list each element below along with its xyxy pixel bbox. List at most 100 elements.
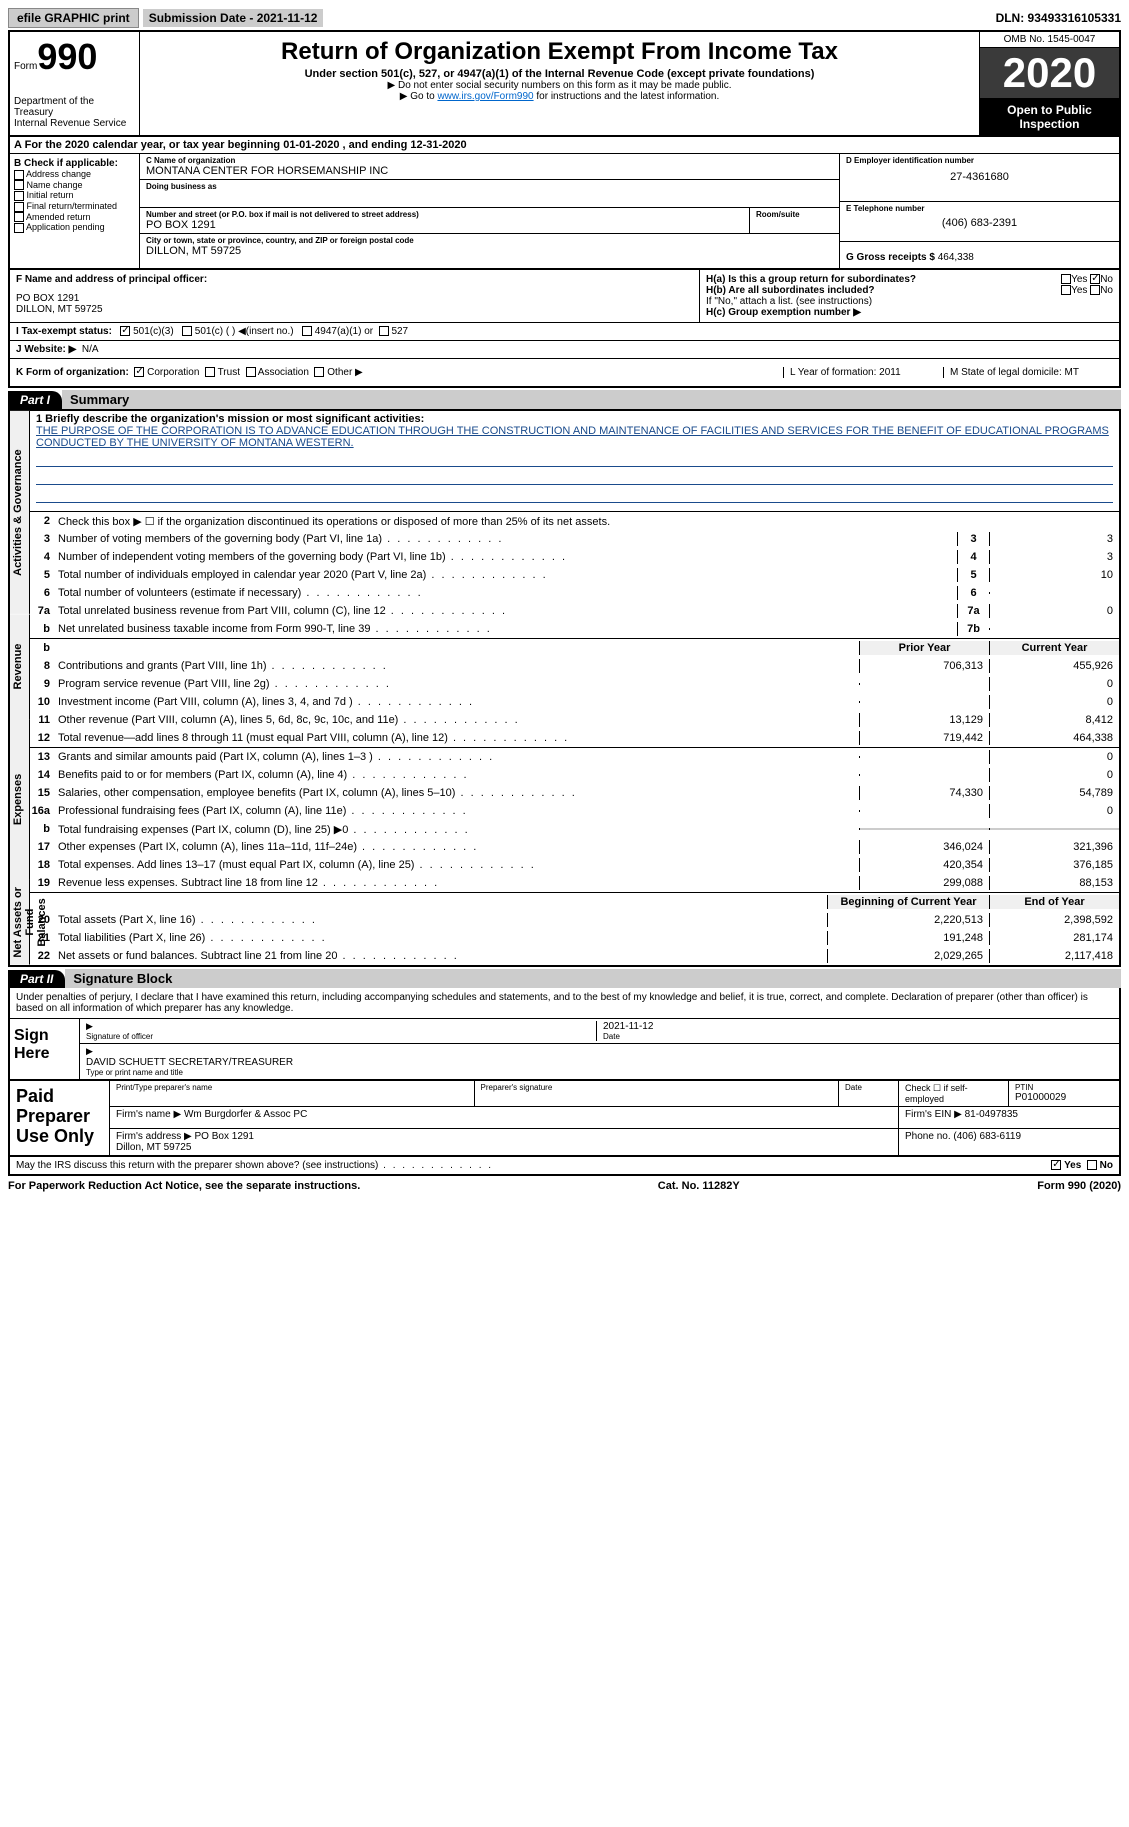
summary-line-15: 15Salaries, other compensation, employee… xyxy=(30,784,1119,802)
telephone: (406) 683-2391 xyxy=(846,217,1113,229)
form-title: Return of Organization Exempt From Incom… xyxy=(148,38,971,66)
summary-line-7a: 7aTotal unrelated business revenue from … xyxy=(30,602,1119,620)
gross-receipts-cell: G Gross receipts $ 464,338 xyxy=(840,242,1119,268)
part2-title: Signature Block xyxy=(65,969,1121,988)
summary-line-8: 8Contributions and grants (Part VIII, li… xyxy=(30,657,1119,675)
cb-name-change[interactable]: Name change xyxy=(14,180,135,191)
cb-501c3[interactable] xyxy=(120,326,130,336)
row-j-website: J Website: ▶ N/A xyxy=(8,341,1121,359)
summary-line-11: 11Other revenue (Part VIII, column (A), … xyxy=(30,711,1119,729)
form-number: 990 xyxy=(37,36,97,77)
part2-header: Part II Signature Block xyxy=(8,969,1121,988)
col-b-label: B Check if applicable: xyxy=(14,158,135,169)
part1-header: Part I Summary xyxy=(8,390,1121,409)
org-name-cell: C Name of organization MONTANA CENTER FO… xyxy=(140,154,839,180)
header-right: OMB No. 1545-0047 2020 Open to Public In… xyxy=(979,32,1119,135)
vtab-net-assets: Net Assets or Fund Balances xyxy=(10,880,30,965)
may-irs-discuss: May the IRS discuss this return with the… xyxy=(8,1157,1121,1176)
note-link: ▶ Go to www.irs.gov/Form990 for instruct… xyxy=(148,91,971,102)
dln: DLN: 93493316105331 xyxy=(996,11,1121,25)
summary-line-12: 12Total revenue—add lines 8 through 11 (… xyxy=(30,729,1119,747)
page-footer: For Paperwork Reduction Act Notice, see … xyxy=(8,1176,1121,1196)
summary-box: Activities & Governance Revenue Expenses… xyxy=(8,409,1121,967)
sig-date: 2021-11-12 Date xyxy=(596,1021,1113,1041)
vtab-governance: Activities & Governance xyxy=(10,411,30,614)
summary-line-b: bTotal fundraising expenses (Part IX, co… xyxy=(30,820,1119,838)
col-b-checkboxes: B Check if applicable: Address change Na… xyxy=(10,154,140,268)
street-address: PO BOX 1291 xyxy=(146,219,743,231)
city-state-zip: DILLON, MT 59725 xyxy=(146,245,833,257)
group-return: H(a) Is this a group return for subordin… xyxy=(699,270,1119,322)
cb-address-change[interactable]: Address change xyxy=(14,169,135,180)
phone-cell: E Telephone number (406) 683-2391 xyxy=(840,202,1119,242)
efile-button[interactable]: efile GRAPHIC print xyxy=(8,8,139,28)
ha-no-checkbox[interactable] xyxy=(1090,274,1100,284)
may-irs-yes[interactable] xyxy=(1051,1160,1061,1170)
summary-line-18: 18Total expenses. Add lines 13–17 (must … xyxy=(30,856,1119,874)
col-de: D Employer identification number 27-4361… xyxy=(839,154,1119,268)
vtab-revenue: Revenue xyxy=(10,614,30,719)
summary-line-6: 6Total number of volunteers (estimate if… xyxy=(30,584,1119,602)
form-ref: Form 990 (2020) xyxy=(1037,1180,1121,1192)
tax-year: 2020 xyxy=(980,48,1119,99)
paid-preparer-label: Paid Preparer Use Only xyxy=(10,1081,110,1155)
paid-preparer-box: Paid Preparer Use Only Print/Type prepar… xyxy=(8,1081,1121,1157)
submission-date: Submission Date - 2021-11-12 xyxy=(143,9,324,27)
part1-tab: Part I xyxy=(8,391,62,409)
part2-tab: Part II xyxy=(8,970,65,988)
cb-corporation[interactable] xyxy=(134,367,144,377)
principal-officer: F Name and address of principal officer:… xyxy=(10,270,699,322)
summary-line-5: 5Total number of individuals employed in… xyxy=(30,566,1119,584)
mission-text: THE PURPOSE OF THE CORPORATION IS TO ADV… xyxy=(36,425,1113,449)
officer-sig-line: Signature of officer xyxy=(86,1021,596,1041)
governance-rows: 2Check this box ▶ ☐ if the organization … xyxy=(30,512,1119,639)
revenue-rows: 8Contributions and grants (Part VIII, li… xyxy=(30,657,1119,748)
website: N/A xyxy=(82,344,99,355)
mission-block: 1 Briefly describe the organization's mi… xyxy=(30,411,1119,512)
form-header: Form990 Department of the Treasury Inter… xyxy=(8,30,1121,137)
summary-line-3: 3Number of voting members of the governi… xyxy=(30,530,1119,548)
dba-cell: Doing business as xyxy=(140,180,839,208)
omb-number: OMB No. 1545-0047 xyxy=(980,32,1119,48)
year-formation: L Year of formation: 2011 xyxy=(783,367,943,378)
cb-amended-return[interactable]: Amended return xyxy=(14,212,135,223)
part1-title: Summary xyxy=(62,390,1121,409)
summary-line-7b: bNet unrelated business taxable income f… xyxy=(30,620,1119,638)
summary-line-16a: 16aProfessional fundraising fees (Part I… xyxy=(30,802,1119,820)
cb-application-pending[interactable]: Application pending xyxy=(14,222,135,233)
ein-cell: D Employer identification number 27-4361… xyxy=(840,154,1119,202)
cb-initial-return[interactable]: Initial return xyxy=(14,190,135,201)
dept-label: Department of the Treasury Internal Reve… xyxy=(14,96,135,129)
expense-rows: 13Grants and similar amounts paid (Part … xyxy=(30,748,1119,893)
ptin: P01000029 xyxy=(1015,1092,1113,1103)
summary-line-21: 21Total liabilities (Part X, line 26)191… xyxy=(30,929,1119,947)
row-fgh: F Name and address of principal officer:… xyxy=(8,270,1121,323)
street-cell: Number and street (or P.O. box if mail i… xyxy=(140,208,749,234)
summary-line-13: 13Grants and similar amounts paid (Part … xyxy=(30,748,1119,766)
net-asset-rows: 20Total assets (Part X, line 16)2,220,51… xyxy=(30,911,1119,965)
summary-line-17: 17Other expenses (Part IX, column (A), l… xyxy=(30,838,1119,856)
summary-line-4: 4Number of independent voting members of… xyxy=(30,548,1119,566)
firm-name: Wm Burgdorfer & Assoc PC xyxy=(184,1109,307,1120)
summary-line-9: 9Program service revenue (Part VIII, lin… xyxy=(30,675,1119,693)
top-bar: efile GRAPHIC print Submission Date - 20… xyxy=(8,8,1121,28)
sign-here-label: Sign Here xyxy=(10,1019,80,1079)
cb-final-return[interactable]: Final return/terminated xyxy=(14,201,135,212)
paperwork-notice: For Paperwork Reduction Act Notice, see … xyxy=(8,1180,360,1192)
summary-line-19: 19Revenue less expenses. Subtract line 1… xyxy=(30,874,1119,892)
ein: 27-4361680 xyxy=(846,171,1113,183)
summary-line-22: 22Net assets or fund balances. Subtract … xyxy=(30,947,1119,965)
row-i-tax-exempt: I Tax-exempt status: 501(c)(3) 501(c) ( … xyxy=(8,323,1121,341)
self-employed-check[interactable]: Check ☐ if self-employed xyxy=(899,1081,1009,1106)
prior-current-header: b Prior Year Current Year xyxy=(30,639,1119,657)
note-ssn: ▶ Do not enter social security numbers o… xyxy=(148,80,971,91)
col-c: C Name of organization MONTANA CENTER FO… xyxy=(140,154,839,268)
summary-line-20: 20Total assets (Part X, line 16)2,220,51… xyxy=(30,911,1119,929)
cat-no: Cat. No. 11282Y xyxy=(658,1180,740,1192)
officer-name-line: DAVID SCHUETT SECRETARY/TREASURER Type o… xyxy=(86,1046,1113,1077)
firm-ein: 81-0497835 xyxy=(965,1109,1018,1120)
irs-link[interactable]: www.irs.gov/Form990 xyxy=(437,91,533,102)
row-a-tax-year: A For the 2020 calendar year, or tax yea… xyxy=(8,137,1121,154)
vtab-expenses: Expenses xyxy=(10,719,30,880)
entity-box: B Check if applicable: Address change Na… xyxy=(8,154,1121,270)
